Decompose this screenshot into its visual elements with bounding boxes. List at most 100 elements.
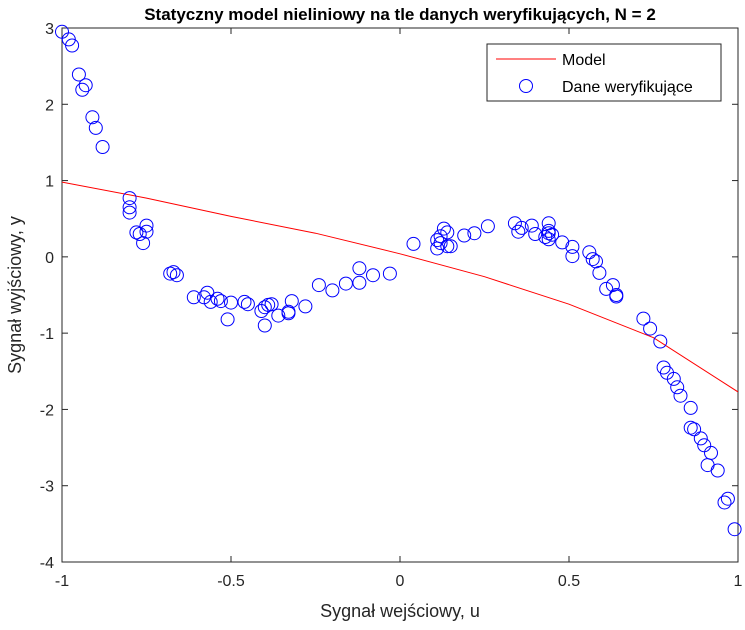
data-point [433, 236, 448, 251]
data-point [592, 265, 607, 280]
data-point [673, 388, 688, 403]
y-tick-label: 3 [45, 21, 54, 38]
model-line-series [62, 181, 738, 393]
data-point [507, 216, 522, 231]
data-point [122, 205, 137, 220]
data-layer [55, 24, 742, 537]
data-point [311, 278, 326, 293]
data-point [670, 380, 685, 395]
data-point [565, 249, 580, 264]
data-point [555, 235, 570, 250]
data-point [139, 218, 154, 233]
data-point [693, 431, 708, 446]
x-tick-label: 0 [396, 573, 405, 590]
y-axis-ticks: 3 2 1 0 -1 -2 -3 -4 [40, 21, 738, 572]
x-axis-ticks: -1 -0.5 0 0.5 1 [55, 28, 743, 590]
legend-box [486, 43, 722, 102]
data-point [727, 522, 742, 537]
data-point [717, 495, 732, 510]
data-point [687, 422, 702, 437]
data-point [220, 312, 235, 327]
data-point [541, 223, 556, 238]
data-point [430, 233, 445, 248]
verification-points-series [55, 24, 742, 537]
data-point [257, 318, 272, 333]
y-tick-label: 0 [45, 250, 54, 267]
legend-model-label: Model [562, 52, 606, 69]
y-tick-label: -3 [40, 479, 54, 496]
data-point [210, 291, 225, 306]
data-point [163, 266, 178, 281]
data-point [443, 239, 458, 254]
data-point [132, 227, 147, 241]
x-axis-label: Sygnał wejściowy, u [320, 601, 480, 621]
data-point [264, 297, 279, 312]
data-point [565, 239, 580, 254]
data-point [704, 445, 718, 460]
data-point [683, 420, 698, 435]
data-point [710, 463, 725, 478]
data-point [720, 491, 735, 506]
data-point [352, 261, 367, 276]
data-point [122, 200, 137, 215]
data-point [281, 304, 296, 319]
data-point [480, 219, 495, 234]
model-curve [62, 181, 738, 393]
data-point [169, 268, 184, 283]
data-point [88, 120, 103, 135]
data-point [284, 294, 299, 309]
data-point [75, 82, 90, 97]
data-point [136, 236, 151, 251]
data-point [433, 229, 448, 244]
data-point [545, 227, 560, 242]
x-tick-label: 0.5 [558, 573, 580, 590]
x-tick-label: -0.5 [217, 573, 245, 590]
x-tick-label: -1 [55, 573, 69, 590]
data-point [338, 276, 353, 291]
data-point [457, 228, 472, 243]
data-point [95, 140, 110, 154]
legend: Model Dane weryfikujące [486, 43, 722, 102]
data-point [257, 300, 272, 315]
data-point [85, 110, 100, 125]
y-tick-label: -2 [40, 402, 54, 419]
data-point [524, 218, 539, 233]
data-point [382, 266, 397, 281]
data-point [200, 285, 215, 300]
data-point [683, 400, 698, 415]
data-point [298, 299, 313, 314]
y-tick-label: 2 [45, 97, 54, 114]
legend-points-marker-icon [519, 79, 533, 93]
data-point [237, 294, 252, 309]
data-point [65, 38, 80, 53]
data-point [440, 239, 455, 254]
y-tick-label: -1 [40, 326, 54, 343]
y-tick-label: 1 [45, 174, 54, 191]
data-point [609, 289, 624, 304]
x-tick-label: 1 [734, 573, 743, 590]
data-point [325, 283, 340, 298]
legend-points-label: Dane weryfikujące [562, 79, 693, 96]
data-point [240, 297, 255, 312]
data-point [436, 221, 451, 236]
plot-area: -1 -0.5 0 0.5 1 3 2 1 0 -1 -2 -3 -4 [40, 21, 743, 590]
data-point [71, 67, 86, 82]
data-point [605, 278, 620, 293]
data-point [643, 321, 658, 336]
data-point [271, 308, 286, 323]
data-point [406, 236, 421, 251]
data-point [366, 268, 380, 283]
data-point [653, 334, 668, 349]
data-point [224, 295, 238, 310]
data-point [352, 275, 367, 290]
data-point [129, 225, 144, 240]
data-point [213, 294, 228, 309]
data-point [440, 225, 455, 240]
data-point [203, 294, 218, 309]
data-point [166, 265, 181, 280]
data-point [636, 311, 651, 326]
data-point [139, 224, 154, 239]
axes-box [61, 27, 739, 563]
y-tick-label: -4 [40, 555, 54, 572]
